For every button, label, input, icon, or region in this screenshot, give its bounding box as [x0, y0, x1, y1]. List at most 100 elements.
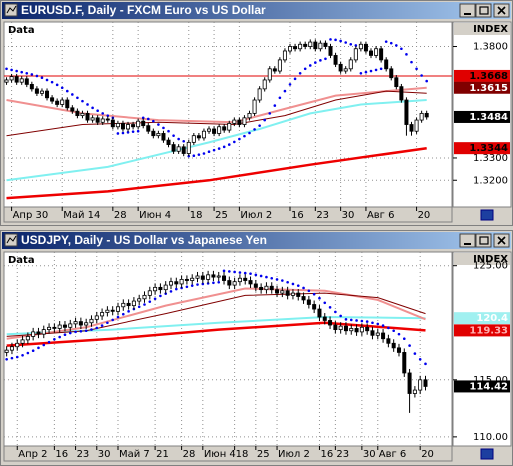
- x-tick-label: 16: [291, 210, 304, 221]
- candle-body: [4, 349, 9, 353]
- sar-dot: [296, 284, 300, 287]
- y-tick-label: 1.3800: [473, 42, 508, 53]
- sar-dot: [307, 289, 311, 293]
- candle-body: [354, 328, 359, 333]
- candle-body: [68, 323, 73, 328]
- sar-dot: [141, 116, 145, 120]
- x-tick-label: 20: [421, 449, 434, 460]
- candle-body: [65, 99, 70, 109]
- title-bar: [2, 2, 511, 19]
- price-marker: [454, 69, 510, 82]
- sar-dot: [233, 270, 236, 274]
- price-marker: [454, 81, 510, 94]
- candle-body: [338, 325, 343, 331]
- x-tick-label: 28: [183, 449, 196, 460]
- window-max-button[interactable]: [475, 3, 492, 18]
- candle-body: [24, 78, 29, 85]
- candle-body: [156, 133, 161, 137]
- sar-dot: [50, 80, 54, 84]
- sar-dot: [10, 68, 13, 72]
- candle-body: [282, 50, 287, 61]
- candle-body: [136, 120, 141, 128]
- candle-body: [375, 332, 380, 336]
- sar-dot: [228, 270, 231, 273]
- sar-dot: [238, 137, 241, 141]
- candle-body: [298, 43, 303, 50]
- corner-icon[interactable]: [480, 448, 494, 460]
- x-tick-label: 30: [363, 449, 376, 460]
- candle-body: [348, 59, 353, 70]
- sar-dot: [293, 77, 297, 81]
- chart-title: EURUSD.F, Daily - FXCM Euro vs US Dollar: [21, 3, 266, 17]
- sar-dot: [42, 343, 46, 347]
- candle-body: [184, 278, 189, 281]
- candle-body: [285, 290, 290, 296]
- candle-body: [358, 43, 363, 50]
- window-max-button[interactable]: [475, 233, 492, 248]
- sar-dot: [278, 96, 282, 100]
- price-marker: [454, 142, 510, 155]
- sar-dot: [190, 284, 194, 287]
- candle-body: [171, 144, 176, 152]
- window-icon: [4, 3, 18, 17]
- x-tick-label: 30: [98, 449, 111, 460]
- candle-body: [90, 117, 95, 121]
- candle-body: [120, 123, 125, 130]
- candle-body: [222, 126, 227, 131]
- sar-dot: [425, 79, 428, 83]
- sar-dot: [376, 322, 380, 326]
- x-tick-label: 30: [342, 210, 355, 221]
- candle-body: [60, 99, 65, 105]
- sar-dot: [192, 154, 196, 158]
- candle-body: [15, 342, 20, 348]
- sar-dot: [26, 351, 30, 355]
- sar-dot: [65, 89, 69, 93]
- sar-dot: [136, 129, 140, 133]
- sar-dot: [402, 337, 406, 341]
- sar-dot: [74, 330, 77, 334]
- sar-dot: [127, 310, 130, 313]
- candle-body: [115, 306, 120, 312]
- sar-dot: [202, 152, 206, 155]
- candle-body: [85, 112, 90, 121]
- x-axis-bar: [3, 445, 453, 462]
- sar-dot: [212, 281, 215, 285]
- price-marker-label: 1.3668: [469, 71, 508, 82]
- sar-dot: [5, 357, 8, 361]
- window-min-button[interactable]: [459, 233, 476, 248]
- panel-label: Data: [8, 255, 35, 266]
- price-marker-label: 1.3344: [469, 143, 508, 154]
- candle-body: [363, 43, 368, 52]
- window-min-button[interactable]: [459, 3, 476, 18]
- sar-dot: [68, 331, 72, 335]
- price-panel: [452, 251, 512, 447]
- sar-dot: [349, 318, 353, 322]
- x-tick-label: 18: [236, 449, 249, 460]
- candle-body: [100, 118, 105, 123]
- sar-dot: [58, 335, 61, 339]
- candle-body: [163, 284, 168, 291]
- candle-body: [301, 296, 306, 301]
- corner-icon[interactable]: [480, 209, 494, 221]
- candle-body: [166, 139, 171, 145]
- sar-dot: [291, 282, 295, 286]
- sar-dot: [37, 346, 40, 350]
- candle-body: [62, 324, 67, 328]
- close-glyph: [497, 6, 506, 15]
- candle-body: [253, 283, 258, 288]
- sar-dot: [381, 324, 385, 327]
- window-icon-glyph: [6, 235, 17, 244]
- title-bar: [2, 232, 511, 249]
- candle-body: [290, 292, 295, 296]
- candle-body: [402, 352, 407, 374]
- candle-body: [212, 128, 217, 134]
- candle-body: [52, 326, 57, 329]
- x-tick-label: 20: [418, 210, 431, 221]
- sar-dot: [20, 70, 24, 74]
- y-tick-label: 115.00: [473, 375, 508, 386]
- sar-dot: [265, 275, 268, 279]
- x-tick-label: 25: [257, 449, 270, 460]
- sar-dot: [60, 86, 64, 90]
- window-icon-glyph: [6, 5, 17, 14]
